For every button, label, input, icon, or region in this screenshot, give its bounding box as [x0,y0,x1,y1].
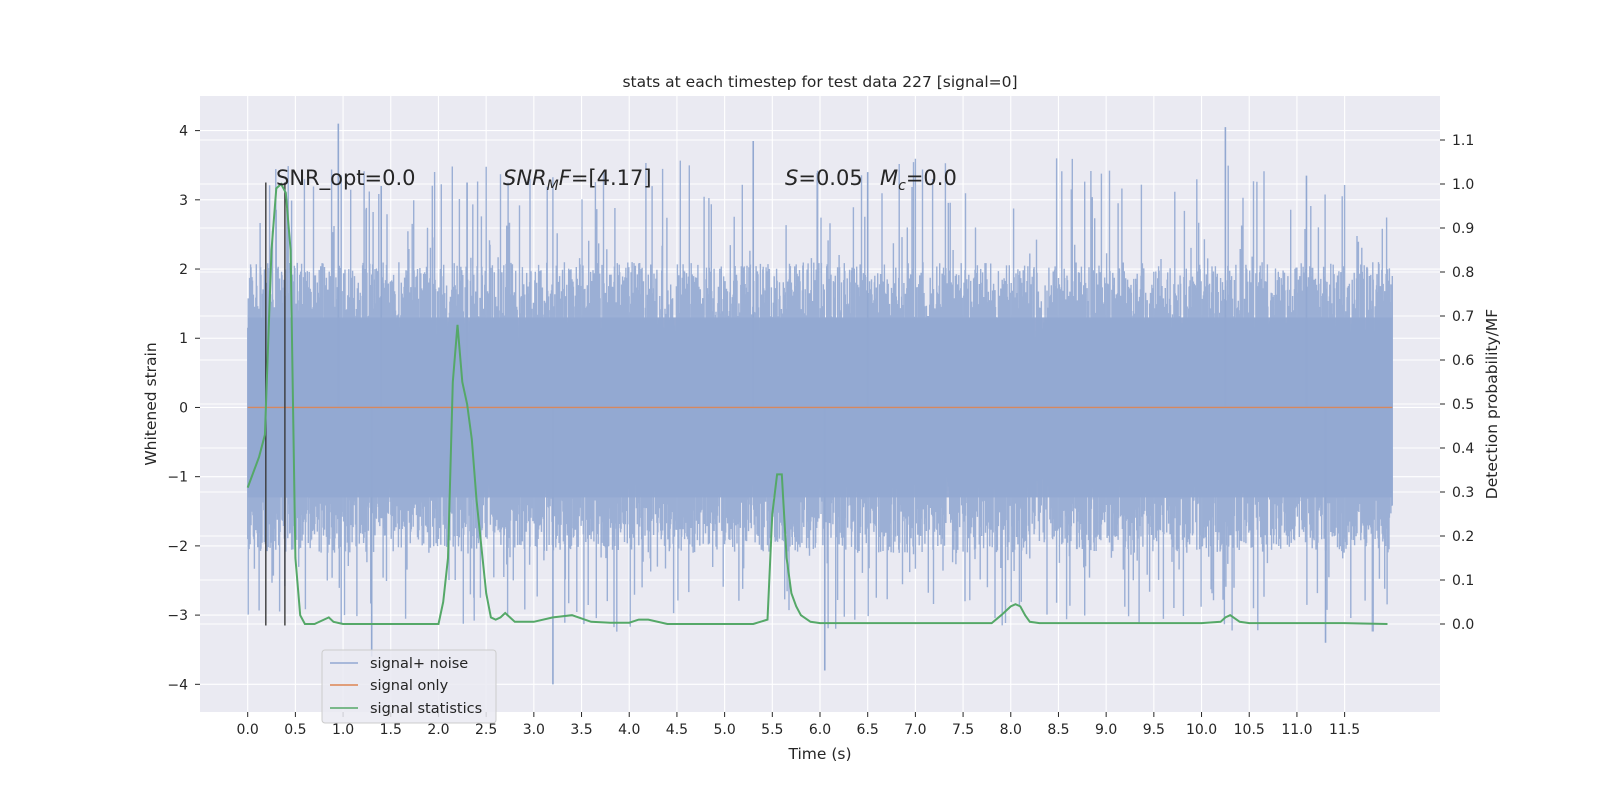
annotation-snr-mf-value: =[4.17] [571,166,652,190]
y-left-tick-label-7: 3 [179,193,188,209]
y-right-tick-label-6: 0.6 [1452,353,1474,369]
annotations: SNR_opt=0.0 SNRMF=[4.17] S=0.05 Mc=0.0 [276,166,957,194]
y-right-tick-label-2: 0.2 [1452,529,1474,545]
y-left-tick-label-0: −4 [167,677,188,693]
y-left-tick-label-6: 2 [179,262,188,278]
x-tick-label-6: 3.0 [523,722,545,738]
y-left-tick-label-5: 1 [179,331,188,347]
y-left-tick-label-1: −3 [167,608,188,624]
legend: signal+ noise signal only signal statist… [321,649,497,724]
legend-label-signal-statistics: signal statistics [370,701,482,717]
y-left-tick-label-4: 0 [179,400,188,416]
x-tick-label-5: 2.5 [475,722,497,738]
x-tick-label-15: 7.5 [952,722,974,738]
y-axis-right-label: Detection probability/MF [1483,309,1501,500]
x-tick-label-22: 11.0 [1281,722,1312,738]
y-axis-left-ticks: −4 −3 −2 −1 0 1 2 3 4 [167,124,200,693]
x-axis-label: Time (s) [787,745,851,763]
x-tick-label-9: 4.5 [666,722,688,738]
x-tick-label-1: 0.5 [284,722,306,738]
x-tick-label-19: 9.5 [1143,722,1165,738]
annotation-snr-mf-prefix: SNR [503,166,547,190]
x-tick-label-12: 6.0 [809,722,831,738]
annotation-mc-value: =0.0 [906,166,957,190]
series-signal-statistics [246,182,1388,625]
x-tick-label-14: 7.0 [904,722,926,738]
y-right-tick-label-4: 0.4 [1452,441,1474,457]
noise-trace [247,158,1393,632]
x-axis-ticks: 0.0 0.5 1.0 1.5 2.0 2.5 3.0 3.5 4.0 4.5 5.0 5.5 6.0 6… [237,712,1360,738]
y-left-tick-label-8: 4 [179,124,188,140]
y-right-tick-label-11: 1.1 [1452,133,1474,149]
y-right-tick-label-10: 1.0 [1452,177,1474,193]
x-tick-label-10: 5.0 [713,722,735,738]
annotation-s-value: =0.05 [798,166,862,190]
x-tick-label-0: 0.0 [237,722,259,738]
x-tick-label-4: 2.0 [427,722,449,738]
x-tick-label-23: 11.5 [1329,722,1360,738]
x-tick-label-13: 6.5 [857,722,879,738]
x-tick-label-3: 1.5 [380,722,402,738]
annotation-snr-mf-sub: M [547,178,559,194]
x-tick-label-7: 3.5 [570,722,592,738]
x-tick-label-8: 4.0 [618,722,640,738]
y-right-tick-label-5: 0.5 [1452,397,1474,413]
annotation-s: S=0.05 [785,166,863,190]
legend-label-signal-plus-noise: signal+ noise [370,656,468,672]
y-left-tick-label-3: −1 [167,470,188,486]
legend-box [321,649,497,724]
annotation-mc: Mc=0.0 [880,166,957,194]
y-right-tick-label-7: 0.7 [1452,309,1474,325]
y-right-tick-label-1: 0.1 [1452,573,1474,589]
annotation-snr-mf: SNRMF=[4.17] [503,166,652,194]
y-left-tick-label-2: −2 [167,539,188,555]
y-right-tick-label-8: 0.8 [1452,265,1474,281]
annotation-s-label: S [785,166,798,190]
x-tick-label-18: 9.0 [1095,722,1117,738]
y-right-tick-label-0: 0.0 [1452,617,1474,633]
signal-statistics-line [246,182,1388,625]
x-tick-label-16: 8.0 [1000,722,1022,738]
chart-title: stats at each timestep for test data 227… [622,73,1017,91]
annotation-snr-opt: SNR_opt=0.0 [276,166,416,191]
annotation-mc-label: M [880,166,898,190]
y-axis-right-ticks: 0.0 0.1 0.2 0.3 0.4 0.5 0.6 0.7 0.8 0.9 1.0 1.1 [1440,133,1474,633]
x-tick-label-17: 8.5 [1047,722,1069,738]
annotation-snr-mf-mid: F [559,166,572,190]
x-tick-label-2: 1.0 [332,722,354,738]
y-axis-left-label: Whitened strain [142,342,160,465]
x-tick-label-21: 10.5 [1234,722,1265,738]
legend-label-signal-only: signal only [370,678,449,694]
x-tick-label-20: 10.0 [1186,722,1217,738]
x-tick-label-11: 5.5 [761,722,783,738]
y-right-tick-label-3: 0.3 [1452,485,1474,501]
annotation-mc-sub: c [898,178,906,194]
y-right-tick-label-9: 0.9 [1452,221,1474,237]
